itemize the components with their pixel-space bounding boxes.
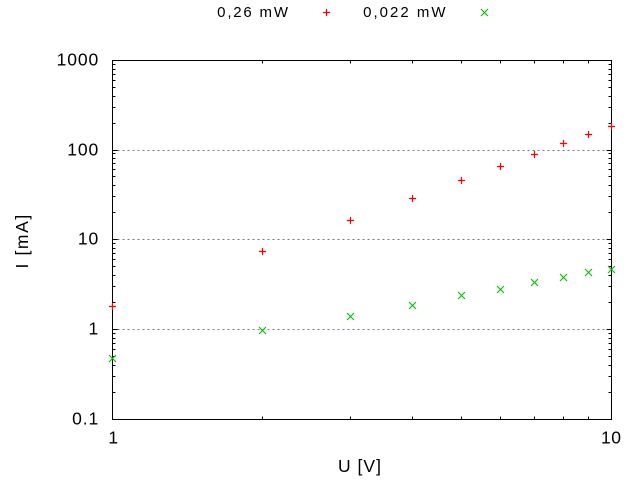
svg-text:1: 1 — [108, 428, 118, 448]
svg-text:10: 10 — [78, 229, 99, 249]
svg-text:U [V]: U [V] — [338, 456, 382, 476]
svg-text:0,022 mW: 0,022 mW — [363, 4, 447, 21]
svg-text:0.1: 0.1 — [72, 409, 99, 429]
svg-text:1: 1 — [89, 319, 100, 339]
svg-text:1000: 1000 — [57, 50, 100, 70]
svg-text:10: 10 — [601, 428, 622, 448]
svg-text:100: 100 — [67, 140, 99, 160]
svg-text:0,26 mW: 0,26 mW — [217, 4, 290, 21]
svg-text:I [mA]: I [mA] — [12, 213, 32, 268]
